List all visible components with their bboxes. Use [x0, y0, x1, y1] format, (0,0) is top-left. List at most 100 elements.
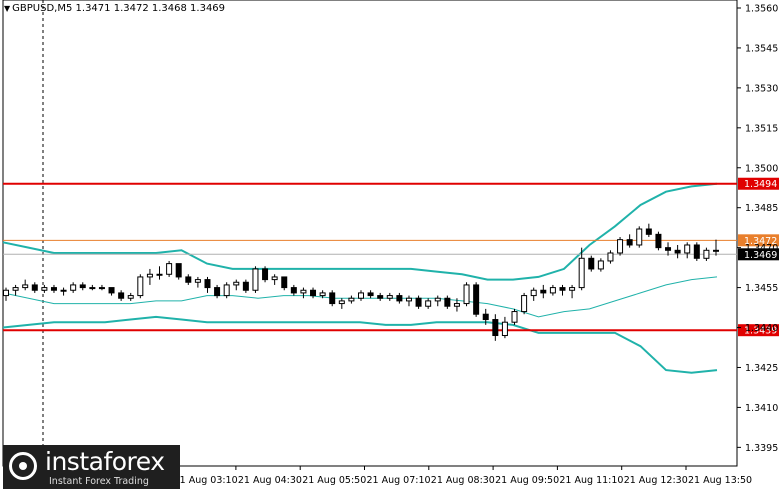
- candle-bull: [501, 321, 508, 337]
- candle-bull: [98, 287, 105, 290]
- candle-bear: [118, 292, 125, 299]
- y-tick-label: 1.3545: [745, 43, 778, 54]
- level-price-box: [738, 177, 779, 190]
- candle-bear: [559, 287, 566, 291]
- level-price-label: 1.3494: [744, 179, 777, 190]
- candle-bull: [12, 287, 19, 291]
- x-tick-label: 21 Aug 03:10: [174, 475, 238, 486]
- candle-bull: [194, 279, 201, 283]
- y-tick-label: 1.3515: [745, 123, 778, 134]
- candle-bull: [607, 252, 614, 262]
- candle-bull: [319, 292, 326, 297]
- x-tick-label: 21 Aug 05:50: [302, 475, 366, 486]
- candle-bear: [482, 313, 489, 321]
- candle-bull: [521, 295, 528, 313]
- candle-bull: [358, 292, 364, 299]
- chart-header: ▼ GBPUSD,M5 1.3471 1.3472 1.3468 1.3469: [4, 3, 225, 14]
- logo-tagline: Instant Forex Trading: [49, 476, 149, 487]
- candle-bear: [377, 295, 384, 299]
- candle-bear: [444, 297, 451, 307]
- y-tick-label: 1.3470: [745, 243, 778, 254]
- logo-name: instaforex: [45, 447, 165, 476]
- candle-bull: [338, 300, 345, 305]
- candle-bear: [204, 279, 211, 289]
- candle-bear: [540, 289, 547, 294]
- candle-bear: [626, 239, 633, 246]
- candle-bull: [405, 297, 412, 302]
- candle-bull: [703, 249, 710, 259]
- y-tick-label: 1.3500: [745, 163, 778, 174]
- candle-bull: [252, 268, 259, 291]
- x-tick-label: 21 Aug 13:50: [688, 475, 752, 486]
- candle-bull: [70, 284, 77, 291]
- y-tick-label: 1.3455: [745, 283, 778, 294]
- bollinger-lower-line: [2, 315, 718, 374]
- y-tick-label: 1.3425: [745, 363, 778, 374]
- candle-bear: [310, 289, 317, 297]
- candle-bull: [60, 289, 67, 292]
- candle-bull: [434, 297, 441, 302]
- candle-bull: [684, 244, 691, 254]
- candle-bull: [223, 284, 230, 297]
- price-marker-label: 1.3469: [744, 250, 777, 261]
- candle-bull: [713, 249, 719, 252]
- candle-bull: [41, 287, 48, 291]
- candle-bear: [281, 276, 288, 289]
- y-tick-label: 1.3440: [745, 323, 778, 334]
- price-marker-label: 1.3472: [744, 236, 777, 247]
- price-axis: 1.3560 1.3545 1.3530 1.3515 1.3500 1.3485 1.34…: [737, 3, 778, 454]
- candle-bear: [175, 263, 182, 278]
- candle-bull: [549, 287, 556, 294]
- candle-bull: [636, 228, 643, 246]
- candle-bull: [386, 295, 393, 299]
- candle-bear: [329, 292, 336, 305]
- candle-bull: [348, 297, 355, 302]
- candle-bull: [578, 257, 585, 289]
- candle-bear: [367, 292, 374, 297]
- x-tick-label: 21 Aug 07:10: [367, 475, 431, 486]
- candle-bull: [271, 276, 278, 281]
- candle-bear: [645, 228, 652, 235]
- y-tick-label: 1.3560: [745, 3, 778, 14]
- x-tick-label: 21 Aug 04:30: [238, 475, 302, 486]
- candle-bear: [665, 247, 672, 251]
- price-marker-box: [738, 234, 779, 247]
- x-tick-label: 21 Aug 08:30: [431, 475, 495, 486]
- candle-bull: [425, 300, 432, 307]
- candle-bull: [300, 289, 307, 294]
- level-price-box: [738, 324, 779, 337]
- candlesticks: [3, 223, 719, 341]
- candle-bear: [242, 281, 249, 291]
- candle-bull: [463, 284, 470, 305]
- candle-bear: [50, 287, 57, 291]
- candle-bull: [3, 289, 9, 297]
- horizontal-levels: 1.3494 1.3439 1.3472 1.3469: [3, 177, 779, 337]
- candle-bull: [146, 273, 153, 278]
- x-tick-label: 21 Aug 09:50: [495, 475, 559, 486]
- candle-bear: [262, 268, 269, 281]
- candle-bull: [530, 289, 537, 297]
- candle-bear: [185, 276, 192, 283]
- candle-bear: [655, 233, 662, 249]
- collapse-triangle-icon[interactable]: ▼: [4, 4, 11, 13]
- candle-bull: [89, 287, 96, 290]
- candle-bull: [569, 287, 576, 291]
- candle-bear: [693, 244, 700, 259]
- candle-bear: [588, 257, 595, 270]
- grid: [2, 0, 738, 467]
- candle-bear: [492, 319, 499, 337]
- candle-bear: [214, 287, 221, 297]
- candle-bull: [166, 263, 173, 275]
- candle-bear: [108, 287, 115, 294]
- candle-bear: [79, 284, 86, 289]
- x-tick-label: 21 Aug 12:30: [624, 475, 688, 486]
- symbol-label: GBPUSD,M5: [12, 3, 73, 14]
- candle-bear: [396, 295, 403, 302]
- candle-bear: [415, 297, 422, 307]
- price-marker-box: [738, 248, 779, 261]
- candle-bull: [511, 311, 518, 323]
- candle-bull: [617, 239, 624, 254]
- candle-bull: [127, 295, 134, 299]
